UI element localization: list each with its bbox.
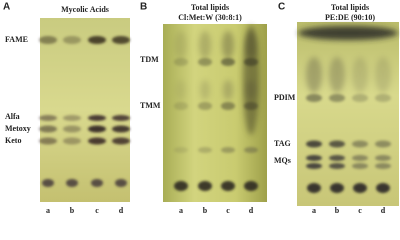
- spot: [88, 36, 106, 44]
- spot: [63, 137, 81, 145]
- spot: [244, 147, 258, 153]
- spot: [39, 36, 57, 44]
- panel-title: Mycolic Acids: [61, 5, 109, 14]
- panel-title: PE:DE (90:10): [325, 13, 375, 22]
- spot: [174, 181, 188, 191]
- panel-title: Cl:Met:W (30:8:1): [178, 13, 242, 22]
- spot: [66, 179, 78, 187]
- spot: [298, 26, 398, 40]
- spot: [221, 181, 235, 191]
- figure: A Mycolic Acids FAME Alfa Metoxy Keto B …: [3, 2, 399, 215]
- lane-label: b: [70, 206, 75, 215]
- tlc-plate: [297, 22, 399, 206]
- spot: [375, 163, 391, 169]
- spot: [352, 155, 368, 161]
- lane-label: d: [249, 206, 254, 215]
- spot: [375, 155, 391, 161]
- spot: [352, 94, 368, 102]
- spot: [329, 140, 345, 148]
- spot: [352, 163, 368, 169]
- band-label: TMM: [140, 101, 161, 110]
- lane-label: b: [335, 206, 340, 215]
- band-label: FAME: [5, 35, 28, 44]
- band-label: Keto: [5, 136, 21, 145]
- spot: [174, 147, 188, 153]
- spot: [199, 31, 211, 59]
- band-label: PDIM: [274, 93, 296, 102]
- spot: [329, 57, 345, 93]
- spot: [375, 94, 391, 102]
- spot: [198, 147, 212, 153]
- spot: [112, 36, 130, 44]
- lane-label: c: [95, 206, 99, 215]
- spot: [221, 102, 235, 110]
- spot: [63, 115, 81, 121]
- spot: [198, 102, 212, 110]
- lane-label: c: [226, 206, 230, 215]
- spot: [88, 125, 106, 133]
- spot: [375, 57, 391, 93]
- spot: [306, 94, 322, 102]
- spot: [112, 137, 130, 145]
- spot: [329, 155, 345, 161]
- panel-letter: B: [140, 2, 147, 13]
- lane-label: b: [203, 206, 208, 215]
- spot: [174, 58, 188, 66]
- spots: [39, 25, 398, 193]
- spot: [221, 147, 235, 153]
- spot: [352, 140, 368, 148]
- spot: [244, 181, 258, 191]
- lane-label: a: [312, 206, 316, 215]
- spot: [175, 31, 187, 59]
- lane-label: d: [119, 206, 124, 215]
- lane-label: a: [179, 206, 183, 215]
- spot: [375, 140, 391, 148]
- spot: [223, 80, 233, 100]
- spot: [88, 137, 106, 145]
- spot: [376, 183, 390, 193]
- spot: [112, 125, 130, 133]
- band-label: Metoxy: [5, 124, 31, 133]
- spot: [222, 31, 234, 59]
- spot: [63, 36, 81, 44]
- spot: [352, 57, 368, 93]
- spot: [243, 25, 259, 135]
- band-label: TDM: [140, 55, 159, 64]
- spot: [353, 183, 367, 193]
- spot: [112, 115, 130, 121]
- spot: [200, 80, 210, 100]
- spot: [330, 183, 344, 193]
- spot: [198, 58, 212, 66]
- spot: [306, 163, 322, 169]
- lane-label: c: [358, 206, 362, 215]
- spot: [42, 179, 54, 187]
- band-label: MQs: [274, 156, 291, 165]
- spot: [307, 183, 321, 193]
- lane-label: a: [46, 206, 50, 215]
- panel-letter: A: [3, 2, 10, 13]
- spot: [329, 163, 345, 169]
- spot: [91, 179, 103, 187]
- spot: [306, 155, 322, 161]
- spot: [198, 181, 212, 191]
- spot: [306, 57, 322, 93]
- panel-title: Total lipids: [331, 3, 369, 12]
- spot: [329, 94, 345, 102]
- spot: [221, 58, 235, 66]
- spot: [88, 115, 106, 121]
- band-label: Alfa: [5, 112, 20, 121]
- lane-label: d: [381, 206, 386, 215]
- spot: [115, 179, 127, 187]
- spot: [174, 102, 188, 110]
- spot: [306, 140, 322, 148]
- tlc-plate: [40, 18, 130, 202]
- spot: [176, 80, 186, 100]
- panel-title: Total lipids: [191, 3, 229, 12]
- panel-letter: C: [278, 2, 285, 13]
- spot: [63, 125, 81, 133]
- spot: [39, 115, 57, 121]
- spot: [39, 137, 57, 145]
- band-label: TAG: [274, 139, 291, 148]
- spot: [39, 125, 57, 133]
